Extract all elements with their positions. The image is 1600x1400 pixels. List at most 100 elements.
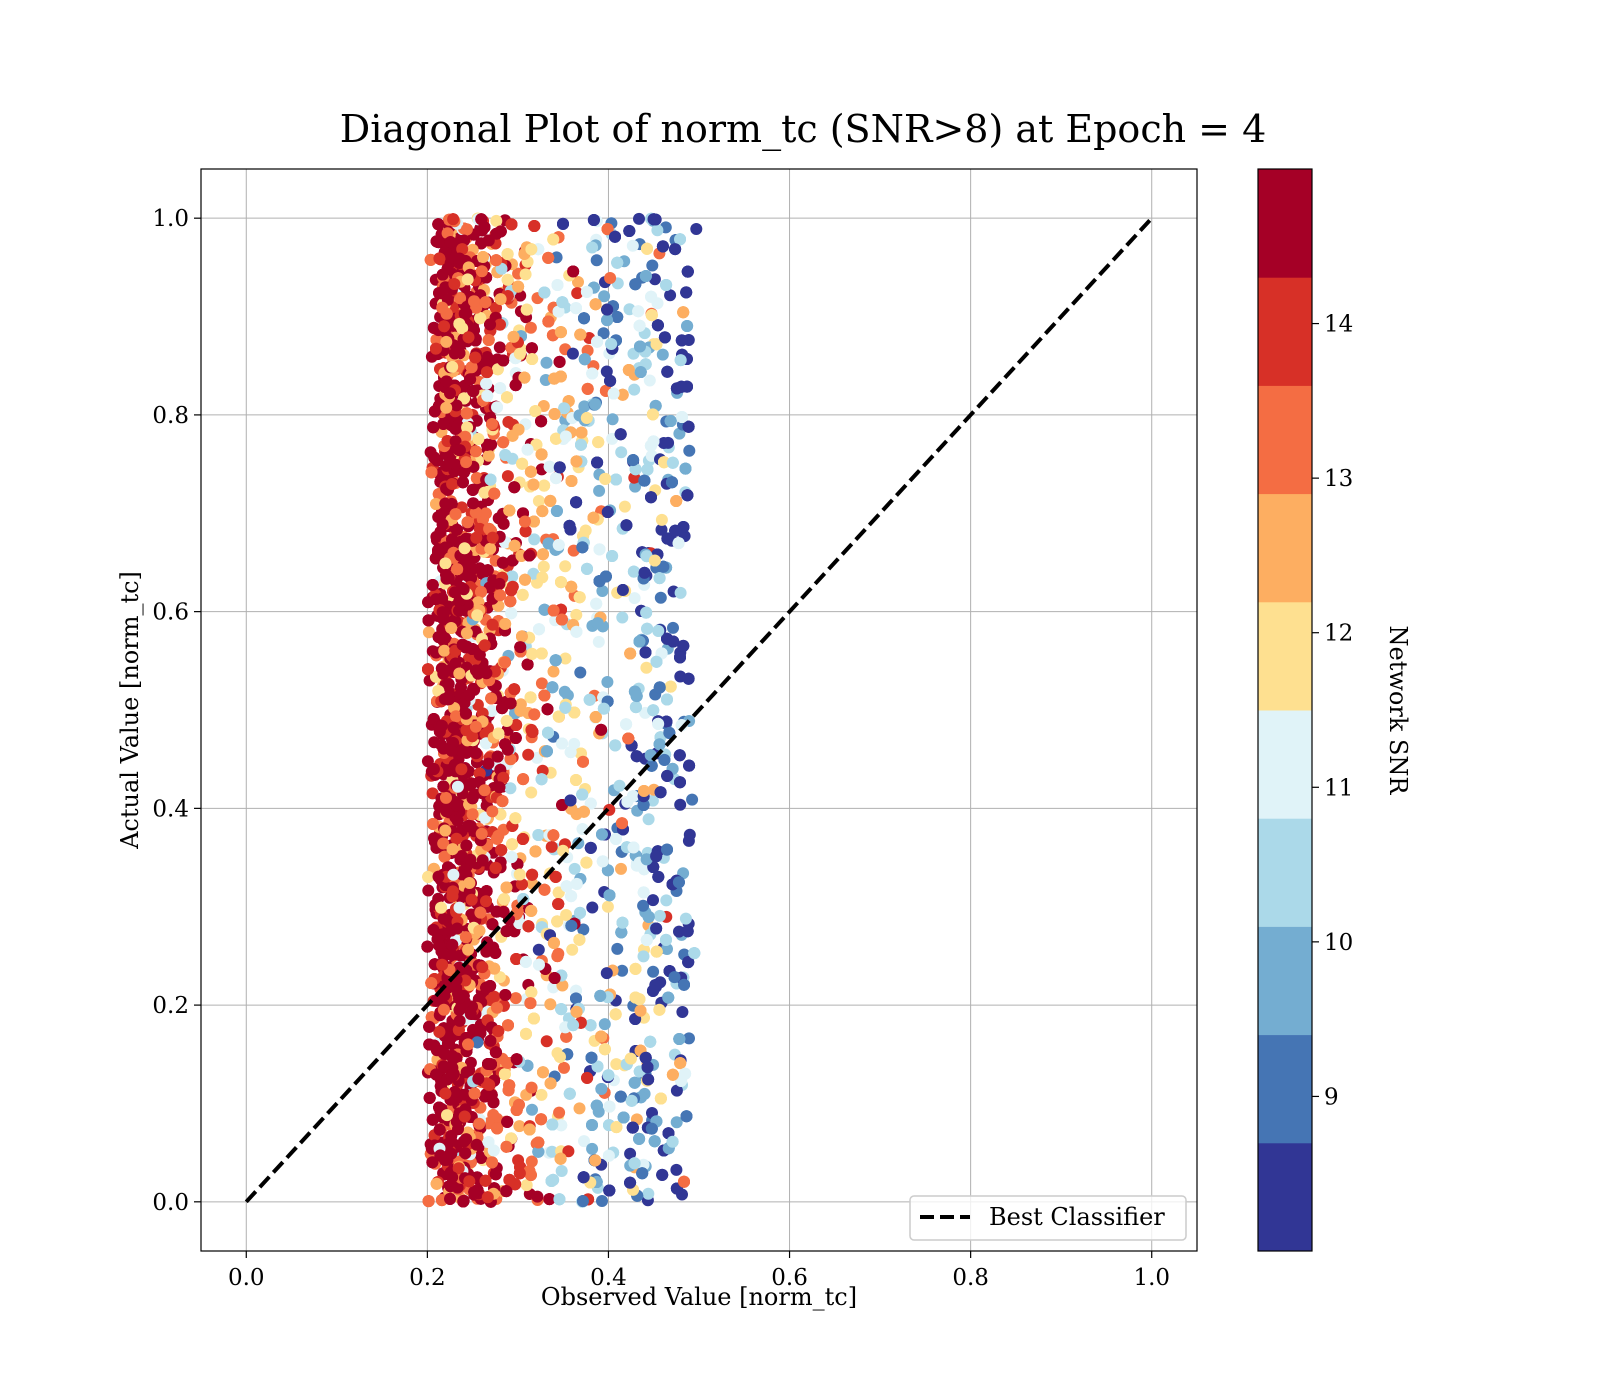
scatter-point <box>545 840 558 853</box>
scatter-point <box>426 787 439 800</box>
scatter-point <box>422 884 435 897</box>
scatter-point <box>640 661 653 674</box>
scatter-point <box>522 748 535 761</box>
scatter-point <box>580 856 593 869</box>
scatter-point <box>646 794 659 807</box>
scatter-point <box>525 1081 538 1094</box>
scatter-point <box>637 899 650 912</box>
scatter-point <box>558 685 571 698</box>
scatter-point <box>606 413 619 426</box>
scatter-point <box>601 900 614 913</box>
scatter-point <box>662 436 675 449</box>
plot-area: 0.0 0.2 0.4 0.6 0.8 1.0 0.00.20.40.60.81.0 Be… <box>152 168 1198 1291</box>
scatter-point <box>615 862 627 875</box>
scatter-point <box>610 473 622 486</box>
scatter-point <box>682 834 695 847</box>
scatter-point <box>661 693 673 706</box>
scatter-point <box>655 523 668 536</box>
scatter-point <box>578 1135 590 1148</box>
scatter-point <box>656 348 669 361</box>
scatter-point <box>690 223 703 235</box>
scatter-point <box>628 592 641 605</box>
scatter-point <box>655 513 668 526</box>
scatter-point <box>653 909 666 922</box>
scatter-point <box>525 786 538 799</box>
scatter-point <box>490 214 503 227</box>
scatter-point <box>586 1142 599 1155</box>
scatter-point <box>664 289 677 302</box>
chart-title: Diagonal Plot of norm_tc (SNR>8) at Epoc… <box>340 107 1267 152</box>
scatter-point <box>674 586 687 599</box>
scatter-point <box>535 677 548 690</box>
scatter-point <box>550 505 563 517</box>
scatter-point <box>586 901 599 914</box>
scatter-point <box>596 585 609 597</box>
scatter-point <box>628 383 641 396</box>
scatter-point <box>648 273 661 286</box>
scatter-point <box>572 276 584 288</box>
scatter-point <box>679 912 692 925</box>
scatter-point <box>670 1116 683 1129</box>
scatter-point <box>633 212 645 225</box>
scatter-point <box>647 894 659 907</box>
scatter-point <box>532 943 545 956</box>
scatter-point <box>677 639 690 652</box>
scatter-point <box>598 1043 611 1056</box>
scatter-point <box>626 239 639 252</box>
scatter-point <box>591 456 604 469</box>
scatter-point <box>555 1119 568 1132</box>
scatter-point <box>597 327 610 340</box>
scatter-point <box>578 400 591 413</box>
scatter-point <box>520 1179 533 1192</box>
scatter-point <box>600 967 613 980</box>
scatter-point <box>637 950 650 963</box>
scatter-point <box>514 289 527 302</box>
scatter-point <box>673 925 685 938</box>
scatter-point <box>504 782 517 795</box>
scatter-point <box>686 793 699 806</box>
scatter-points <box>421 212 703 1208</box>
scatter-point <box>610 1058 623 1071</box>
scatter-point <box>493 971 506 984</box>
scatter-point <box>519 268 532 281</box>
scatter-point <box>498 893 511 906</box>
scatter-point <box>566 943 579 956</box>
scatter-point <box>540 1035 553 1048</box>
scatter-point <box>616 611 629 624</box>
scatter-point <box>615 446 628 459</box>
scatter-point <box>540 356 553 369</box>
scatter-point <box>676 1006 689 1018</box>
scatter-point <box>598 1018 611 1031</box>
scatter-point <box>670 1084 683 1097</box>
scatter-point <box>647 965 660 978</box>
scatter-point <box>624 1147 637 1160</box>
scatter-point <box>592 635 605 648</box>
scatter-point <box>642 813 655 826</box>
scatter-point <box>629 480 642 493</box>
scatter-point <box>532 495 545 507</box>
scatter-point <box>577 923 590 936</box>
scatter-point <box>555 1165 568 1177</box>
scatter-point <box>642 1187 655 1200</box>
scatter-point <box>613 779 626 792</box>
scatter-point <box>526 1103 538 1116</box>
scatter-point <box>574 666 587 679</box>
scatter-point <box>505 218 518 231</box>
scatter-point <box>559 560 572 573</box>
scatter-point <box>509 992 522 1005</box>
scatter-point <box>493 341 506 354</box>
scatter-point <box>627 565 640 578</box>
scatter-point <box>674 798 687 811</box>
scatter-point <box>525 1155 538 1168</box>
scatter-point <box>667 621 679 634</box>
scatter-point <box>660 894 673 907</box>
scatter-point <box>537 560 550 573</box>
scatter-point <box>618 500 631 513</box>
scatter-point <box>683 1032 695 1045</box>
scatter-point <box>571 287 584 300</box>
scatter-point <box>654 591 667 604</box>
scatter-point <box>485 705 498 717</box>
scatter-point <box>544 998 557 1011</box>
scatter-point <box>661 943 673 955</box>
scatter-point <box>519 573 531 586</box>
